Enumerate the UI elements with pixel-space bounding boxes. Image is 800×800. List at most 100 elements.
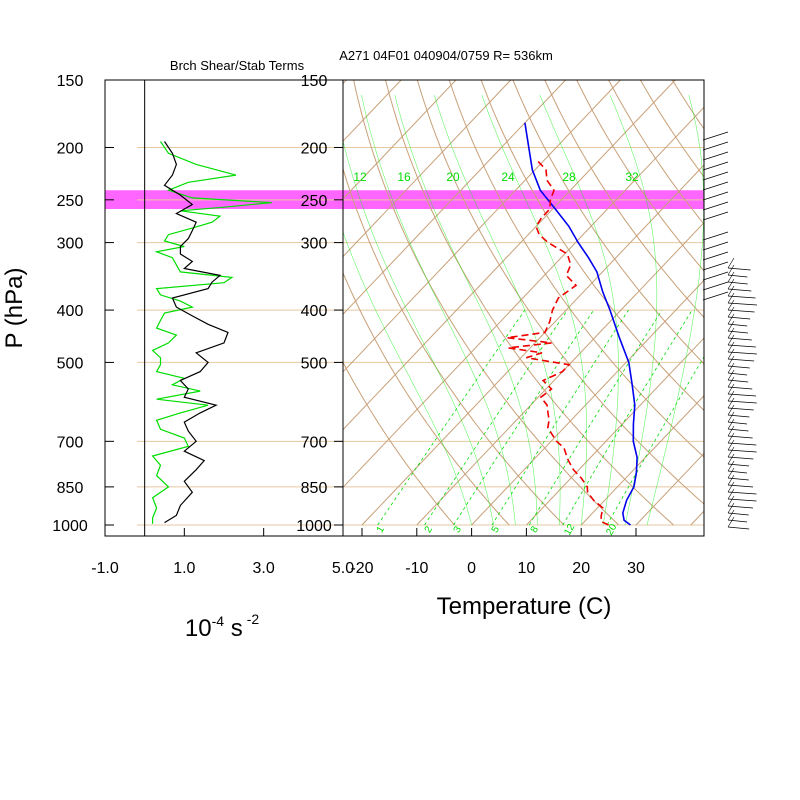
wind-barb: [727, 309, 755, 313]
wind-barb: [727, 421, 748, 425]
isotherm-line: [580, 395, 704, 526]
moist-adiabat-line: [394, 95, 538, 526]
wind-barb-flag: [727, 467, 735, 479]
wind-barb: [702, 241, 729, 251]
wind-barb: [702, 141, 729, 151]
mixing-ratio-line: [528, 309, 663, 526]
isotherm-line: [0, 80, 237, 525]
mixing-ratio-line: [453, 309, 595, 526]
dry-adiabat-line: [384, 80, 674, 526]
isotherm-line: [746, 80, 800, 525]
wind-barb-flag: [727, 306, 735, 318]
data-curves: [151, 122, 638, 526]
wind-barb: [702, 231, 729, 241]
left-pressure-tick-label: 700: [57, 434, 84, 451]
dewpoint-profile: [506, 160, 609, 526]
wind-barb-flag: [727, 390, 735, 402]
temperature-x-tick-label: -20: [350, 560, 373, 577]
mixing-ratio-line: [424, 309, 568, 526]
wind-barb: [727, 344, 756, 348]
y-axis-label: P (hPa): [1, 268, 28, 349]
left-series-black: [163, 141, 229, 524]
wind-barb: [727, 512, 749, 516]
wind-barb: [727, 498, 757, 502]
wind-barb-flag: [727, 432, 735, 444]
wind-barb-flag: [727, 327, 735, 339]
isotherm-line: [343, 106, 704, 489]
wind-barb: [727, 393, 757, 397]
dry-adiabat-line: [480, 80, 704, 412]
isotherm-line: [416, 221, 704, 526]
wind-barb-flag: [727, 446, 735, 458]
wind-barb-flag: [727, 502, 735, 514]
wind-barb: [702, 131, 729, 141]
wind-barb: [702, 201, 729, 211]
isotherm-line: [343, 80, 621, 373]
isotherm-line: [343, 80, 676, 431]
wind-barb-flag: [727, 313, 735, 325]
wind-barb-flag: [727, 495, 735, 507]
moist-adiabat-line: [646, 95, 704, 526]
temperature-profile: [524, 122, 638, 526]
wind-barb-flag: [727, 299, 735, 311]
mixing-ratio-label-top: 16: [397, 170, 411, 184]
wind-barb-flag: [727, 474, 735, 486]
skewt-frame: [342, 79, 705, 537]
wind-barb: [702, 281, 729, 291]
wind-barb-flag: [727, 488, 735, 500]
wind-barb-flag: [727, 418, 735, 430]
wind-barb: [702, 251, 729, 261]
wind-barb: [727, 323, 748, 327]
wind-barbs: [702, 131, 757, 530]
center-pressure-tick-label: 700: [301, 434, 328, 451]
temperature-x-tick-label: -10: [405, 560, 428, 577]
moist-adiabat-line: [481, 94, 587, 526]
mixing-ratio-line: [491, 309, 629, 526]
center-pressure-tick-label: 300: [301, 236, 328, 253]
dry-adiabat-line: [343, 271, 510, 526]
left-x-axis-base: 10: [185, 615, 212, 642]
wind-barb: [727, 365, 750, 369]
wind-barb: [727, 274, 748, 278]
center-pressure-tick-label: 250: [301, 193, 328, 210]
isotherm-line: [361, 164, 704, 526]
dry-adiabat-line: [725, 64, 800, 525]
wind-barb: [702, 151, 729, 161]
wind-barb: [727, 477, 749, 481]
temperature-x-tick-label: 0: [467, 560, 476, 577]
mixing-ratio-label-bottom: 1: [375, 524, 388, 535]
left-panel-title: Brch Shear/Stab Terms: [170, 58, 305, 73]
wind-barb: [727, 379, 749, 383]
dry-adiabat-line: [788, 64, 800, 525]
isotherm-line: [343, 80, 512, 258]
temperature-axis-label: Temperature (C): [437, 593, 612, 620]
isotherm-line: [343, 80, 457, 200]
skewt-background-labels: 12 16 20 24 28 321 2 3 5 8 12 20: [353, 170, 639, 537]
wind-barb: [727, 372, 748, 376]
wind-barb-flag: [727, 460, 735, 472]
dry-adiabat-line: [703, 80, 704, 81]
mixing-ratio-line: [562, 309, 693, 526]
temperature-x-tick-label: 20: [572, 560, 590, 577]
wind-barb: [727, 491, 757, 495]
wind-barb-flag: [727, 516, 735, 528]
wind-barb-flag: [727, 404, 735, 416]
left-x-axis-unit-exponent: -2: [247, 611, 260, 627]
wind-barb-flag: [727, 481, 735, 493]
mixing-ratio-label-top: 20: [446, 170, 460, 184]
wind-barb: [727, 351, 757, 355]
dry-adiabat-line: [343, 361, 455, 526]
left-x-axis-exponent: -4: [212, 613, 225, 629]
wind-barb: [702, 191, 729, 201]
wind-barb: [727, 302, 757, 306]
wind-barb: [727, 330, 748, 334]
left-x-axis-unit: s: [231, 615, 243, 642]
wind-barb-flag: [727, 453, 735, 465]
dry-adiabat-line: [608, 80, 704, 225]
wind-barb: [727, 295, 756, 299]
wind-barb-flag: [727, 320, 735, 332]
dry-adiabat-line: [416, 80, 704, 505]
wind-barb: [702, 211, 729, 221]
wind-barb-flag: [727, 292, 735, 304]
